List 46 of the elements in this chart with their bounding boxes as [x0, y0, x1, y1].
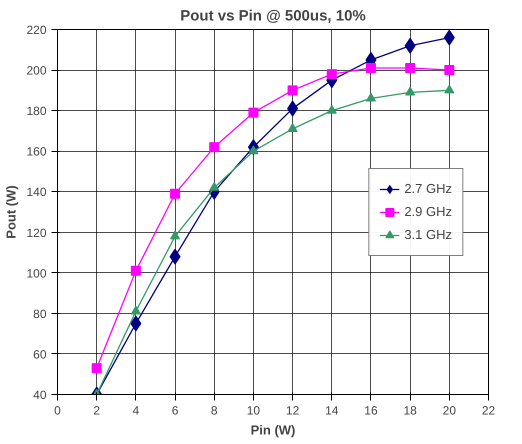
legend-label: 2.7 GHz: [404, 181, 452, 196]
x-axis-title: Pin (W): [250, 422, 296, 438]
point: [130, 306, 141, 314]
point: [405, 86, 416, 96]
x-tick-label: 22: [482, 404, 496, 418]
x-tick-label: 18: [403, 404, 418, 418]
legend-label: 3.1 GHz: [404, 227, 452, 242]
x-tick-label: 6: [172, 404, 179, 418]
y-tick-label: 60: [33, 347, 47, 362]
x-tick-label: 10: [246, 404, 260, 418]
y-tick-label: 80: [33, 306, 47, 321]
point: [366, 92, 376, 102]
point: [170, 188, 180, 199]
point: [405, 63, 416, 74]
y-tick-label: 120: [26, 226, 47, 240]
point: [366, 63, 376, 74]
x-tick-label: 8: [210, 404, 218, 418]
x-tick-label: 14: [325, 404, 339, 418]
x-tick-label: 2: [93, 404, 100, 418]
point: [170, 230, 180, 240]
point: [92, 363, 102, 374]
y-tick-label: 160: [26, 144, 47, 159]
point: [209, 142, 220, 152]
chart-title: Pout vs Pin @ 500us, 10%: [180, 8, 366, 24]
point: [444, 84, 454, 94]
x-tick-label: 16: [364, 404, 378, 418]
point: [326, 69, 337, 80]
y-tick-label: 40: [33, 388, 47, 402]
y-axis-title: Pout (W): [3, 185, 18, 239]
point: [288, 85, 298, 96]
x-tick-label: 12: [286, 404, 300, 418]
y-tick-label: 200: [26, 64, 47, 78]
legend-label: 2.9 GHz: [404, 204, 452, 219]
point: [326, 104, 337, 114]
x-tick-label: 0: [54, 404, 62, 418]
y-tick-label: 220: [26, 23, 47, 37]
point: [209, 182, 220, 191]
y-tick-label: 100: [26, 266, 47, 280]
point: [444, 65, 454, 76]
y-tick-label: 140: [26, 185, 47, 200]
x-tick-label: 4: [132, 404, 140, 418]
point: [288, 123, 298, 132]
x-tick-label: 20: [442, 404, 456, 418]
point: [248, 108, 258, 118]
y-tick-label: 180: [26, 104, 47, 118]
point: [130, 266, 141, 276]
